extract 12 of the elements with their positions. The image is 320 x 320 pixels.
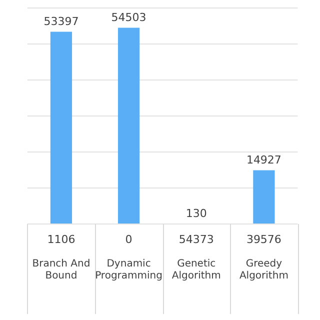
text: 0 xyxy=(125,232,132,246)
x-tick-label: Greedy Algorithm xyxy=(239,258,288,282)
x-tick-label: Dynamic Programming xyxy=(95,258,162,282)
text: 39576 xyxy=(246,232,282,246)
data-label: 54503 xyxy=(111,11,146,24)
data-label: 14927 xyxy=(246,154,282,167)
data-label: 53397 xyxy=(44,15,79,28)
x-tick-label: Genetic Algorithm xyxy=(172,258,221,282)
text: 54373 xyxy=(178,232,214,246)
text: 1106 xyxy=(47,232,76,246)
data-label: 130 xyxy=(186,206,207,220)
x-tick-label: Branch And Bound xyxy=(32,258,90,282)
